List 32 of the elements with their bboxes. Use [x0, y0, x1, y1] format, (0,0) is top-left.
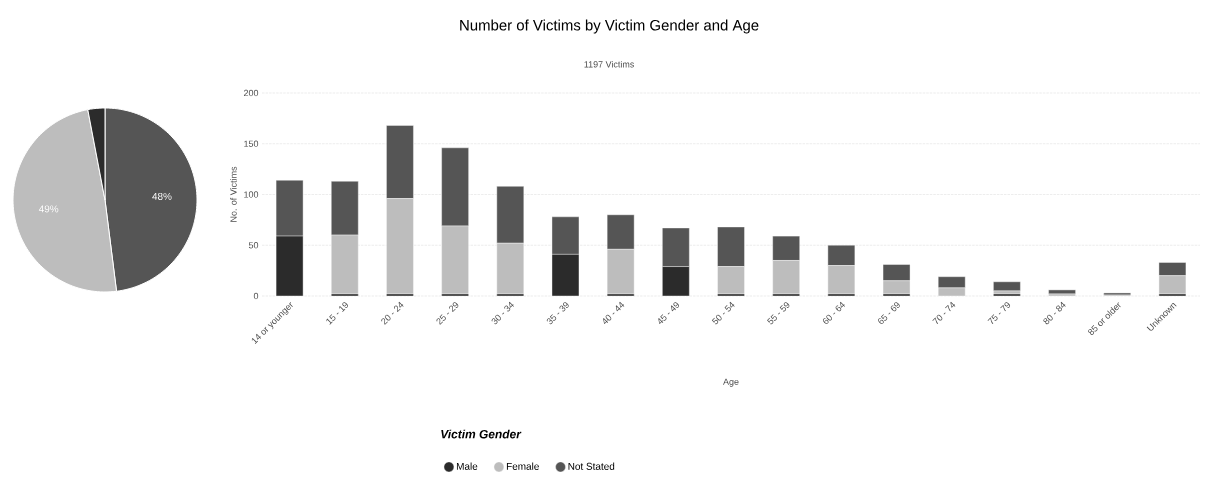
x-tick-label: 30 - 34	[491, 301, 514, 325]
y-tick-label: 200	[243, 89, 259, 97]
x-tick-label: 75 - 79	[987, 302, 1011, 325]
y-tick-label: 100	[244, 191, 259, 198]
x-tick-label: 50 - 54	[711, 301, 735, 325]
x-axis-title: Age	[723, 378, 739, 387]
legend-label: Female	[506, 462, 539, 470]
x-tick-label: 25 - 29	[436, 302, 459, 325]
x-tick-label: 60 - 64	[822, 301, 845, 324]
data-label: 48%	[152, 192, 172, 200]
chart-title: Number of Victims by Victim Gender and Age	[460, 19, 759, 34]
x-tick-label: 35 - 39	[546, 302, 569, 325]
x-tick-label: 45 - 49	[658, 302, 680, 325]
legend-label: Male	[456, 462, 478, 470]
y-tick-label: 50	[248, 242, 259, 249]
data-label: 49%	[38, 205, 59, 213]
legend-label: Not Stated	[568, 462, 615, 470]
legend-title: Victim Gender	[441, 429, 522, 439]
x-tick-label: 15 - 19	[326, 302, 348, 325]
x-tick-label: 20 - 24	[381, 301, 404, 325]
bar	[993, 281, 1021, 292]
x-tick-label: 65 - 69	[878, 302, 900, 324]
bar	[1048, 293, 1076, 297]
y-axis-title: No. of Victims	[230, 166, 237, 222]
x-tick-label: 80 - 84	[1043, 301, 1066, 325]
bar	[1048, 289, 1076, 295]
y-tick-label: 0	[253, 292, 259, 300]
x-tick-label: 55 - 59	[767, 302, 790, 325]
y-tick-label: 150	[244, 140, 259, 147]
x-tick-label: 40 - 44	[603, 301, 625, 325]
chart-subtitle: 1197 Victims	[584, 60, 634, 68]
x-tick-label: 70 - 74	[932, 301, 956, 325]
